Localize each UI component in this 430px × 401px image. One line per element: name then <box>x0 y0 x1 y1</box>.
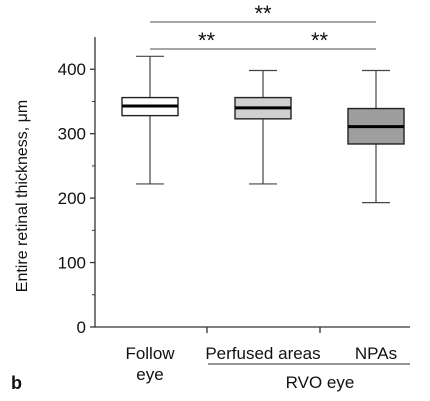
category-label: Perfused areas <box>205 344 320 363</box>
y-tick-label: 400 <box>58 60 86 79</box>
box-3 <box>347 69 405 204</box>
significance-label: ** <box>198 28 216 53</box>
category-label: eye <box>136 365 163 384</box>
category-label: NPAs <box>355 344 397 363</box>
category-labels: Follow eye Perfused areas NPAs <box>125 344 397 384</box>
significance-label: ** <box>254 1 272 26</box>
box-1 <box>121 55 179 185</box>
y-tick-label: 100 <box>58 254 86 273</box>
significance-layer: ** ** ** <box>150 1 376 53</box>
y-tick-label: 300 <box>58 125 86 144</box>
significance-label: ** <box>311 28 329 53</box>
group-label: RVO eye <box>286 373 355 392</box>
y-axis: 0 100 200 300 400 <box>58 37 410 337</box>
y-axis-title: Entire retinal thickness, μm <box>14 100 31 292</box>
panel-label: b <box>11 373 22 393</box>
y-tick-label: 0 <box>77 318 86 337</box>
box-2 <box>234 69 292 185</box>
y-tick-label: 200 <box>58 189 86 208</box>
boxes-layer <box>121 55 405 204</box>
category-label: Follow <box>125 344 175 363</box>
